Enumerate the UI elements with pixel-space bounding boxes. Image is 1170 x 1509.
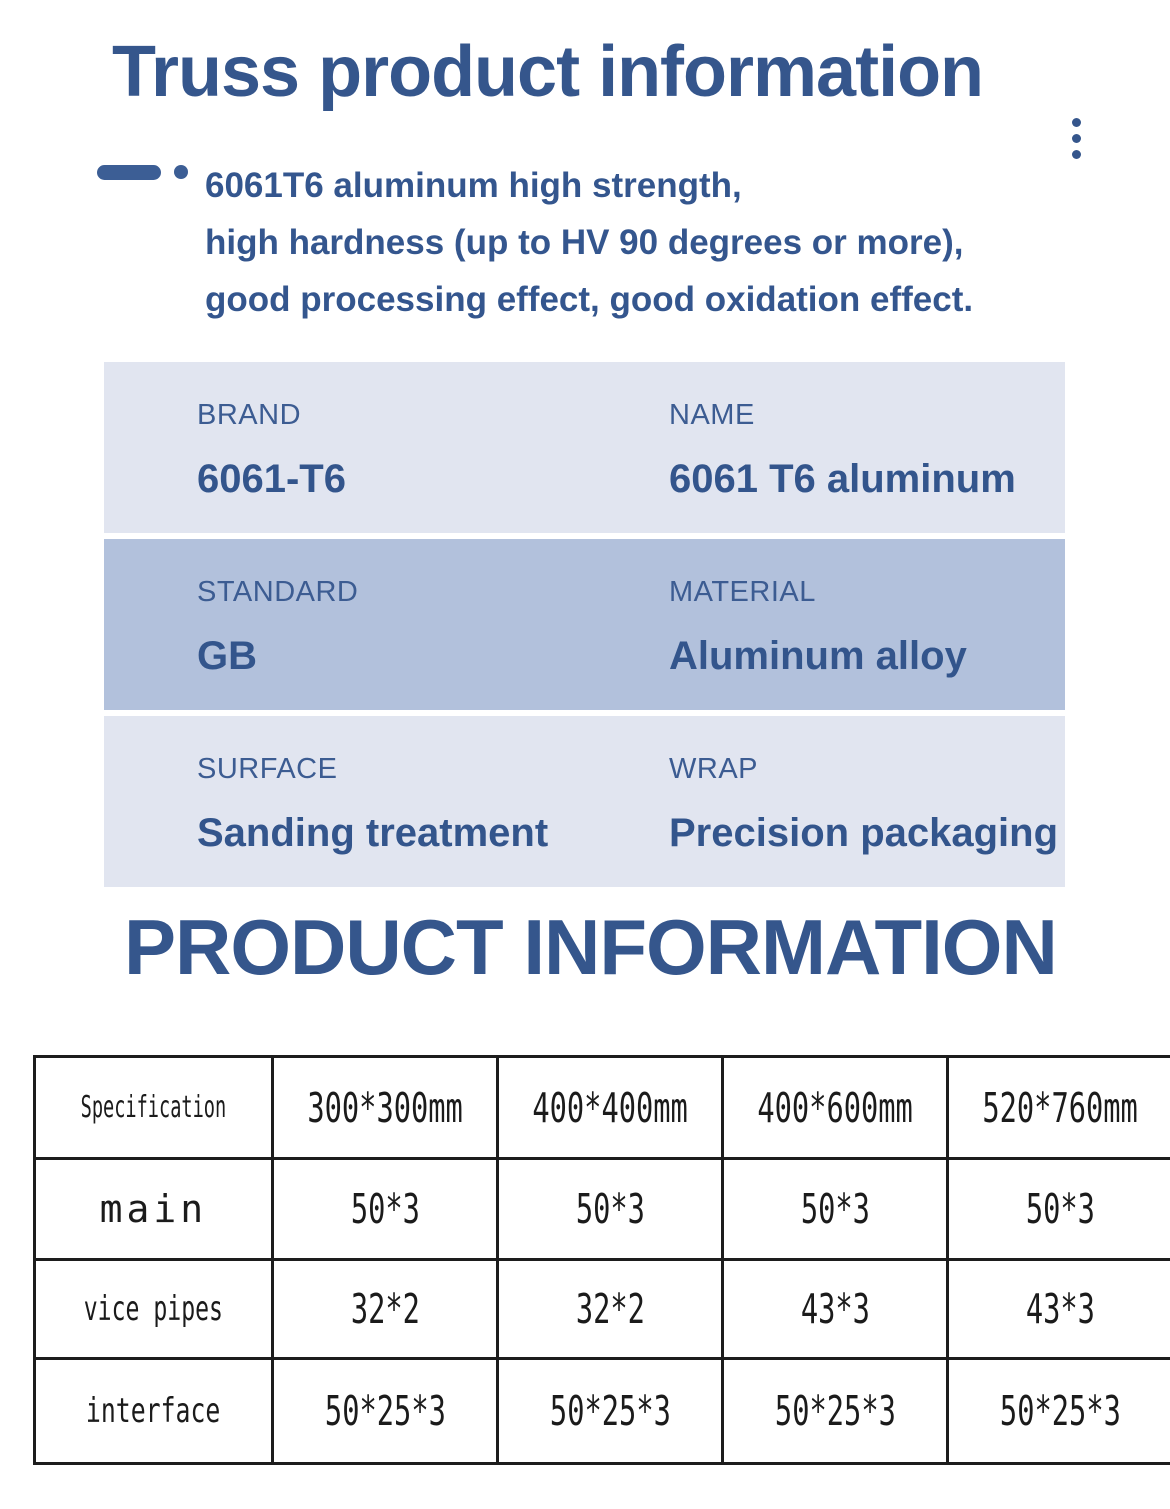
spec-cell-name: NAME 6061 T6 aluminum <box>669 362 1065 533</box>
bullet-dot <box>174 165 189 179</box>
spec-value: 6061-T6 <box>197 457 346 501</box>
table-cell: 43*3 <box>946 1258 1170 1360</box>
table-cell: 43*3 <box>721 1258 950 1360</box>
spec-row-surface-wrap: SURFACE Sanding treatment WRAP Precision… <box>104 716 1065 887</box>
spec-label: SURFACE <box>197 753 338 785</box>
spec-label: BRAND <box>197 399 302 431</box>
description-line: 6061T6 aluminum high strength, <box>205 166 742 205</box>
table-cell: 32*2 <box>495 1258 725 1360</box>
spec-row-brand-name: BRAND 6061-T6 NAME 6061 T6 aluminum <box>104 362 1065 533</box>
spec-cell-wrap: WRAP Precision packaging <box>669 716 1065 887</box>
description-line: good processing effect, good oxidation e… <box>205 280 974 319</box>
table-cell: 50*25*3 <box>721 1357 950 1465</box>
vertical-dots-icon <box>1072 118 1082 166</box>
table-cell: 50*3 <box>721 1157 950 1261</box>
table-header-size: 400*600mm <box>721 1055 950 1160</box>
spec-label: STANDARD <box>197 576 359 608</box>
description-line: high hardness (up to HV 90 degrees or mo… <box>205 223 964 262</box>
dot <box>1072 150 1081 159</box>
table-header-row: Specification 300*300mm 400*400mm 400*60… <box>33 1055 1170 1160</box>
dot <box>1072 134 1081 143</box>
table-cell: 50*25*3 <box>946 1357 1170 1465</box>
spec-value: GB <box>197 634 257 678</box>
dot <box>1072 118 1081 127</box>
row-label-main: main <box>33 1157 274 1261</box>
table-cell: 50*25*3 <box>270 1357 499 1465</box>
table-cell: 50*25*3 <box>495 1357 725 1465</box>
spec-label: NAME <box>669 399 755 431</box>
table-header-specification: Specification <box>33 1055 274 1160</box>
table-header-size: 520*760mm <box>946 1055 1170 1160</box>
spec-cell-standard: STANDARD GB <box>104 539 669 710</box>
table-cell: 32*2 <box>270 1258 499 1360</box>
table-cell: 50*3 <box>495 1157 725 1261</box>
row-label-interface: interface <box>33 1357 274 1465</box>
spec-value: Aluminum alloy <box>669 634 967 678</box>
table-cell: 50*3 <box>946 1157 1170 1261</box>
section-title: PRODUCT INFORMATION <box>124 903 1058 991</box>
spec-row-standard-material: STANDARD GB MATERIAL Aluminum alloy <box>104 539 1065 710</box>
page-title: Truss product information <box>112 32 984 112</box>
table-row-main: main 50*3 50*3 50*3 50*3 <box>33 1157 1170 1261</box>
table-cell: 50*3 <box>270 1157 499 1261</box>
spec-label: MATERIAL <box>669 576 816 608</box>
dash-dot-bullet-icon <box>97 165 189 181</box>
spec-cell-surface: SURFACE Sanding treatment <box>104 716 669 887</box>
row-label-vice-pipes: vice pipes <box>33 1258 274 1360</box>
bullet-bar <box>97 165 161 180</box>
spec-section: BRAND 6061-T6 NAME 6061 T6 aluminum STAN… <box>104 362 1065 893</box>
size-table: Specification 300*300mm 400*400mm 400*60… <box>33 1055 1170 1465</box>
product-description: 6061T6 aluminum high strength, high hard… <box>205 157 973 328</box>
spec-value: Precision packaging <box>669 811 1059 855</box>
table-header-size: 400*400mm <box>495 1055 725 1160</box>
table-header-size: 300*300mm <box>270 1055 499 1160</box>
spec-label: WRAP <box>669 753 758 785</box>
spec-cell-material: MATERIAL Aluminum alloy <box>669 539 1065 710</box>
table-row-interface: interface 50*25*3 50*25*3 50*25*3 50*25*… <box>33 1357 1170 1465</box>
table-row-vice-pipes: vice pipes 32*2 32*2 43*3 43*3 <box>33 1258 1170 1360</box>
spec-value: 6061 T6 aluminum <box>669 457 1016 501</box>
spec-value: Sanding treatment <box>197 811 549 855</box>
spec-cell-brand: BRAND 6061-T6 <box>104 362 669 533</box>
